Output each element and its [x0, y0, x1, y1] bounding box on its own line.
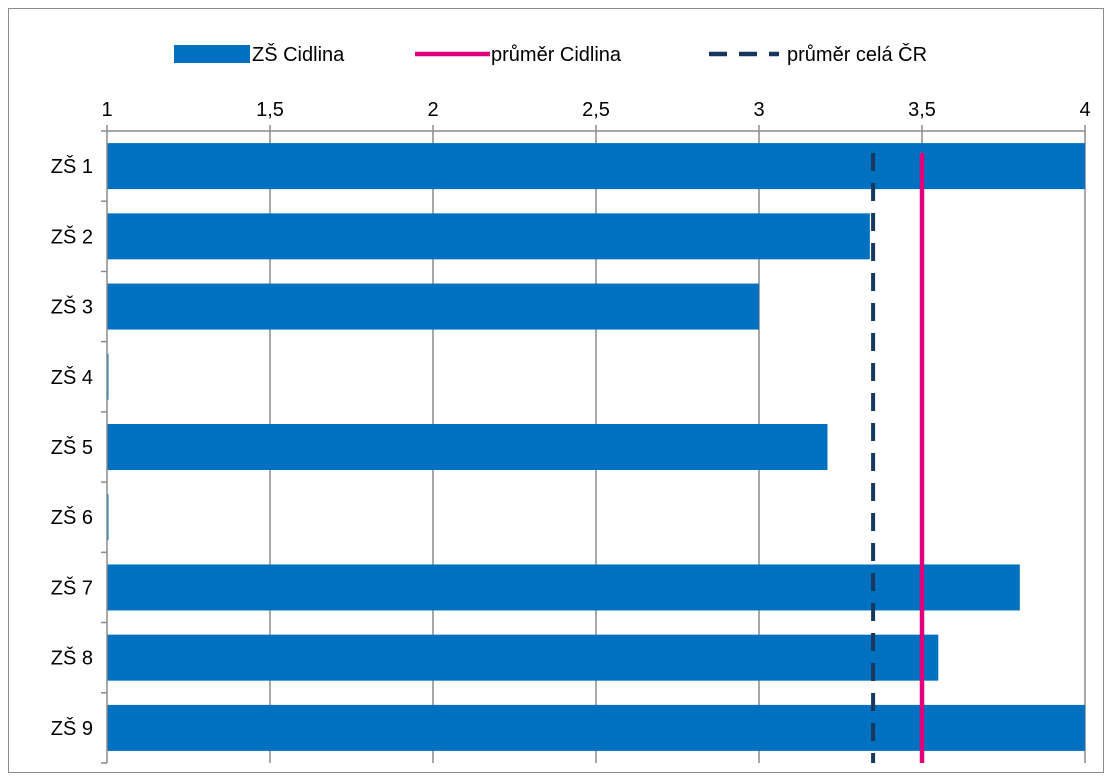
axes: [101, 125, 1086, 764]
bar: [107, 424, 828, 470]
y-tick-label: ZŠ 3: [51, 296, 93, 319]
x-tick-label: 2,5: [582, 99, 610, 121]
bar: [107, 213, 870, 260]
bar: [107, 634, 939, 681]
legend-label: průměr celá ČR: [787, 43, 927, 66]
bar-chart: 1 1,5 2 2,5 3 3,5 4 ZŠ 1ZŠ 2ZŠ 3ZŠ 4ZŠ 5ZŠ 6ZŠ…: [51, 43, 1091, 764]
y-tick-label: ZŠ 5: [51, 436, 93, 459]
y-tick-labels: ZŠ 1 ZŠ 2 ZŠ 3 ZŠ 4 ZŠ 5 ZŠ 6 ZŠ 7 ZŠ 8 ZŠ 9: [51, 155, 93, 740]
reference-lines: [871, 153, 925, 763]
x-tick-label: 1: [101, 99, 112, 121]
bar: [107, 704, 1085, 751]
x-tick-labels: 1 1,5 2 2,5 3 3,5 4: [101, 99, 1090, 121]
x-tick-label: 3: [753, 99, 764, 121]
y-tick-label: ZŠ 2: [51, 225, 93, 248]
y-tick-label: ZŠ 9: [51, 717, 93, 740]
legend: ZŠ Cidlina průměr Cidlina průměr celá ČR: [174, 43, 927, 66]
y-tick-label: ZŠ 4: [51, 366, 93, 389]
bar: [107, 564, 1020, 611]
y-tick-label: ZŠ 8: [51, 647, 93, 670]
bars: [107, 143, 1085, 751]
y-tick-label: ZŠ 7: [51, 576, 93, 599]
bar: [107, 283, 759, 330]
x-tick-label: 2: [427, 99, 438, 121]
y-tick-label: ZŠ 1: [51, 155, 93, 178]
legend-label: ZŠ Cidlina: [252, 43, 345, 66]
legend-swatch-bar: [174, 45, 250, 63]
legend-label: průměr Cidlina: [491, 44, 622, 66]
bar: [107, 143, 1085, 190]
y-tick-label: ZŠ 6: [51, 506, 93, 529]
x-tick-label: 3,5: [908, 99, 936, 121]
x-tick-label: 4: [1079, 99, 1090, 121]
chart-frame: 1 1,5 2 2,5 3 3,5 4 ZŠ 1 ZŠ 2 ZŠ 3 ZŠ 4 ZŠ 5 ZŠ 6 ZŠ…: [8, 8, 1104, 773]
x-tick-label: 1,5: [256, 99, 284, 121]
